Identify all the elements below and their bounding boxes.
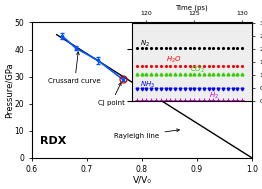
Text: CJ point: CJ point (98, 83, 125, 106)
Text: Crussard curve: Crussard curve (48, 52, 101, 84)
Text: Rayleigh line: Rayleigh line (114, 129, 179, 139)
Y-axis label: Pressure/GPa: Pressure/GPa (4, 62, 13, 118)
X-axis label: V/V₀: V/V₀ (133, 176, 151, 185)
Text: RDX: RDX (40, 136, 67, 146)
